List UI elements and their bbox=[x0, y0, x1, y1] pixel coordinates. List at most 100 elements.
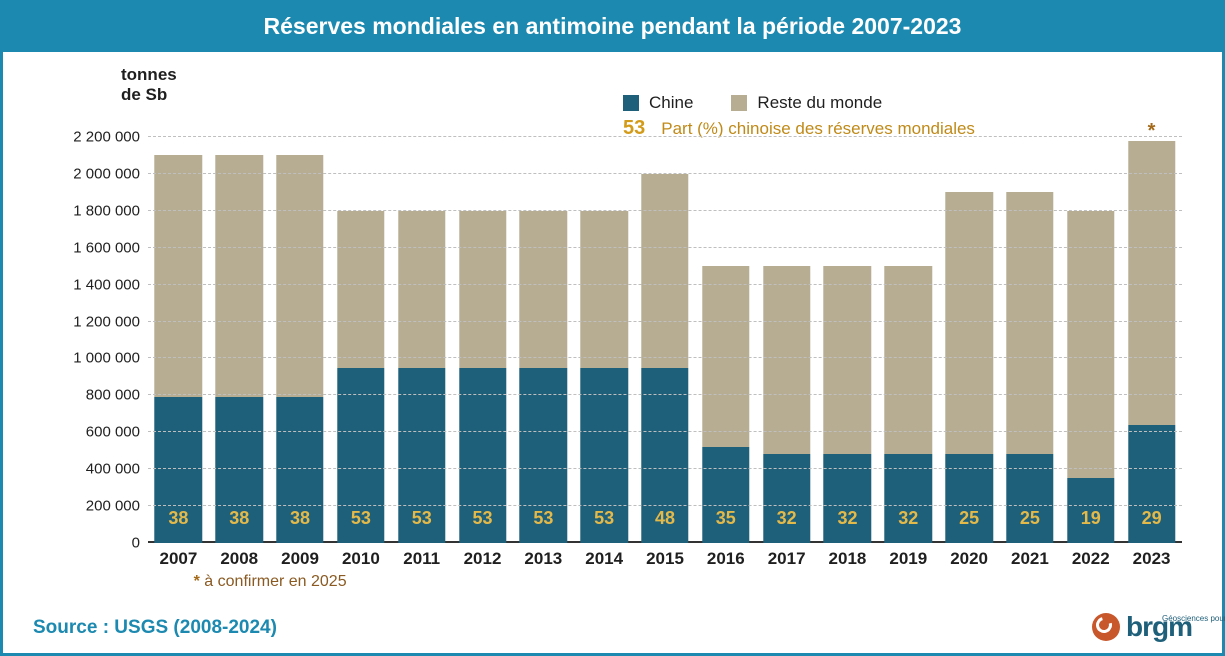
bar-pct-label: 53 bbox=[351, 508, 371, 529]
y-axis-label: tonnes de Sb bbox=[121, 65, 177, 104]
grid-line bbox=[148, 505, 1182, 506]
bar-segment-rest bbox=[1006, 192, 1053, 454]
bar-2019: 32 bbox=[885, 266, 932, 543]
bar-pct-label: 53 bbox=[412, 508, 432, 529]
bar-pct-label: 19 bbox=[1081, 508, 1101, 529]
bar-2023: 29* bbox=[1128, 141, 1175, 543]
bar-segment-rest bbox=[580, 211, 627, 368]
y-tick-label: 800 000 bbox=[86, 387, 140, 404]
bar-segment-rest bbox=[155, 155, 202, 397]
bar-pct-label: 25 bbox=[1020, 508, 1040, 529]
bar-2008: 38 bbox=[216, 155, 263, 543]
bar-2020: 25 bbox=[945, 192, 992, 543]
grid-line bbox=[148, 357, 1182, 358]
bar-pct-label: 53 bbox=[533, 508, 553, 529]
bar-segment-rest bbox=[520, 211, 567, 368]
y-tick-label: 1 400 000 bbox=[73, 276, 140, 293]
chart-title: Réserves mondiales en antimoine pendant … bbox=[3, 3, 1222, 52]
legend-label-rest: Reste du monde bbox=[757, 93, 882, 113]
x-tick-label: 2010 bbox=[342, 549, 380, 569]
chart-area: tonnes de Sb Chine Reste du monde 53 Par… bbox=[33, 59, 1192, 583]
bar-segment-rest bbox=[398, 211, 445, 368]
bar-2013: 53 bbox=[520, 211, 567, 543]
x-tick-label: 2021 bbox=[1011, 549, 1049, 569]
bar-pct-label: 38 bbox=[290, 508, 310, 529]
source-text: Source : USGS (2008-2024) bbox=[33, 617, 277, 639]
footnote-text: à confirmer en 2025 bbox=[204, 573, 346, 590]
x-tick-label: 2013 bbox=[524, 549, 562, 569]
x-tick-label: 2017 bbox=[768, 549, 806, 569]
bar-segment-rest bbox=[1067, 211, 1114, 479]
x-tick-label: 2023 bbox=[1133, 549, 1171, 569]
footnote: * à confirmer en 2025 bbox=[194, 573, 347, 591]
brgm-text-block: Géosciences pour une Terre durable brgm bbox=[1126, 616, 1192, 638]
bar-segment-rest bbox=[641, 174, 688, 368]
grid-line bbox=[148, 136, 1182, 137]
x-tick-label: 2015 bbox=[646, 549, 684, 569]
bar-2018: 32 bbox=[824, 266, 871, 543]
brgm-logo: Géosciences pour une Terre durable brgm bbox=[1092, 613, 1192, 641]
y-tick-label: 1 800 000 bbox=[73, 202, 140, 219]
y-tick-label: 2 000 000 bbox=[73, 165, 140, 182]
y-tick-label: 200 000 bbox=[86, 498, 140, 515]
y-tick-label: 0 bbox=[132, 535, 140, 552]
bar-2016: 35 bbox=[702, 266, 749, 543]
bar-2017: 32 bbox=[763, 266, 810, 543]
bar-2007: 38 bbox=[155, 155, 202, 543]
grid-line bbox=[148, 321, 1182, 322]
x-tick-label: 2014 bbox=[585, 549, 623, 569]
brgm-icon bbox=[1092, 613, 1120, 641]
bar-segment-rest bbox=[337, 211, 384, 368]
legend-swatch-rest bbox=[731, 95, 747, 111]
x-tick-label: 2019 bbox=[889, 549, 927, 569]
bar-pct-label: 32 bbox=[898, 508, 918, 529]
plot-area: 2007200820092010201120122013201420152016… bbox=[148, 137, 1182, 543]
bar-segment-rest bbox=[885, 266, 932, 454]
grid-line bbox=[148, 468, 1182, 469]
bar-2011: 53 bbox=[398, 211, 445, 543]
grid-line bbox=[148, 284, 1182, 285]
bar-2012: 53 bbox=[459, 211, 506, 543]
grid-line bbox=[148, 247, 1182, 248]
grid-line bbox=[148, 173, 1182, 174]
legend-series-row: Chine Reste du monde bbox=[623, 93, 975, 113]
bar-2021: 25 bbox=[1006, 192, 1053, 543]
bar-pct-label: 53 bbox=[473, 508, 493, 529]
bars-container: 38 38 38 53 53 53 53 53 48 35 32 32 32 25 25 19 29* bbox=[148, 137, 1182, 543]
x-tick-label: 2018 bbox=[829, 549, 867, 569]
bar-pct-label: 29 bbox=[1142, 508, 1162, 529]
bar-pct-label: 35 bbox=[716, 508, 736, 529]
bar-segment-rest bbox=[824, 266, 871, 454]
brgm-swirl-icon bbox=[1093, 614, 1115, 636]
y-tick-label: 1 000 000 bbox=[73, 350, 140, 367]
bar-pct-label: 32 bbox=[777, 508, 797, 529]
x-tick-label: 2009 bbox=[281, 549, 319, 569]
asterisk-marker-icon: * bbox=[1148, 120, 1156, 143]
grid-line bbox=[148, 431, 1182, 432]
bar-segment-rest bbox=[216, 155, 263, 397]
x-tick-label: 2011 bbox=[403, 549, 440, 569]
bar-segment-rest bbox=[945, 192, 992, 454]
chart-frame: Réserves mondiales en antimoine pendant … bbox=[0, 0, 1225, 656]
y-tick-label: 600 000 bbox=[86, 424, 140, 441]
bar-pct-label: 53 bbox=[594, 508, 614, 529]
bar-2014: 53 bbox=[580, 211, 627, 543]
x-tick-label: 2008 bbox=[220, 549, 258, 569]
legend-label-china: Chine bbox=[649, 93, 693, 113]
grid-line bbox=[148, 210, 1182, 211]
y-tick-label: 1 600 000 bbox=[73, 239, 140, 256]
bar-segment-rest bbox=[276, 155, 323, 397]
y-tick-label: 400 000 bbox=[86, 461, 140, 478]
legend-swatch-china bbox=[623, 95, 639, 111]
bar-pct-label: 48 bbox=[655, 508, 675, 529]
y-label-line1: tonnes bbox=[121, 65, 177, 84]
grid-line bbox=[148, 394, 1182, 395]
bar-pct-label: 25 bbox=[959, 508, 979, 529]
bar-2022: 19 bbox=[1067, 211, 1114, 543]
bar-2010: 53 bbox=[337, 211, 384, 543]
y-tick-label: 1 200 000 bbox=[73, 313, 140, 330]
brgm-tagline: Géosciences pour une Terre durable bbox=[1162, 614, 1225, 623]
x-tick-label: 2020 bbox=[950, 549, 988, 569]
footnote-marker: * bbox=[194, 573, 200, 590]
bar-pct-label: 38 bbox=[229, 508, 249, 529]
